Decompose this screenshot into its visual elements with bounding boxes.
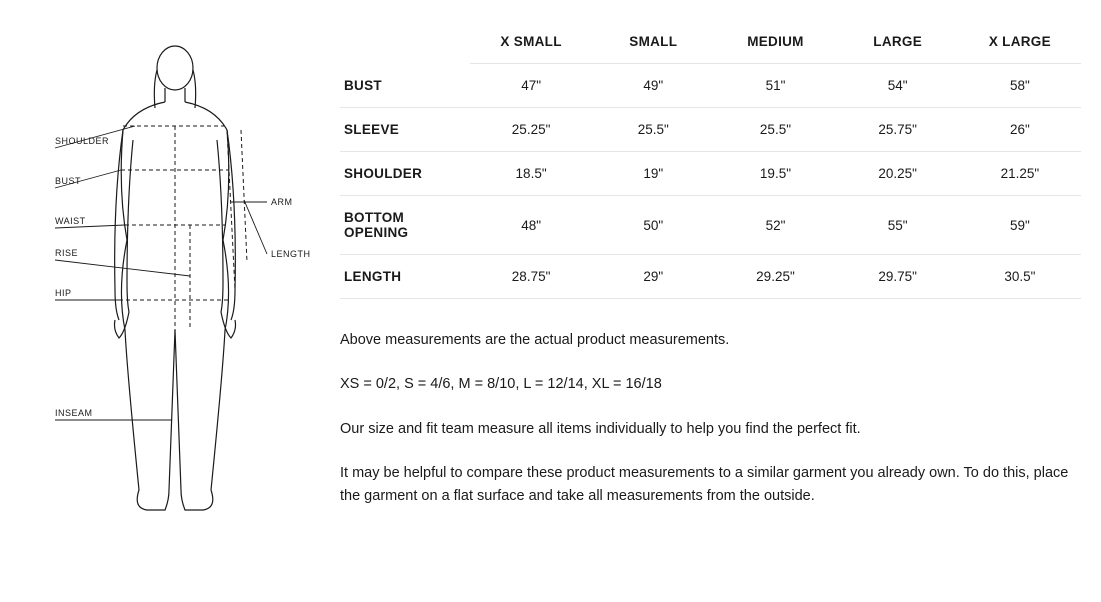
note-line: Our size and fit team measure all items … [340,418,1081,440]
label-bust: BUST [55,176,81,186]
note-line: Above measurements are the actual produc… [340,329,1081,351]
body-diagram: SHOULDER BUST WAIST RISE HIP INSEAM ARM … [10,20,320,582]
cell: 47" [470,64,592,108]
cell: 50" [592,196,714,255]
label-rise: RISE [55,248,78,258]
cell: 59" [959,196,1081,255]
cell: 18.5" [470,152,592,196]
table-corner [340,20,470,64]
label-hip: HIP [55,288,72,298]
cell: 54" [837,64,959,108]
cell: 19.5" [714,152,836,196]
cell: 25.5" [592,108,714,152]
table-row: SHOULDER 18.5" 19" 19.5" 20.25" 21.25" [340,152,1081,196]
label-length: LENGTH [271,249,311,259]
label-arm: ARM [271,197,293,207]
label-inseam: INSEAM [55,408,93,418]
table-row: BOTTOM OPENING 48" 50" 52" 55" 59" [340,196,1081,255]
cell: 21.25" [959,152,1081,196]
cell: 52" [714,196,836,255]
note-line: XS = 0/2, S = 4/6, M = 8/10, L = 12/14, … [340,373,1081,395]
cell: 29" [592,255,714,299]
cell: 29.25" [714,255,836,299]
col-header: SMALL [592,20,714,64]
cell: 29.75" [837,255,959,299]
body-diagram-svg: SHOULDER BUST WAIST RISE HIP INSEAM ARM … [15,30,315,530]
cell: 20.25" [837,152,959,196]
cell: 25.25" [470,108,592,152]
cell: 49" [592,64,714,108]
row-label: SLEEVE [340,108,470,152]
col-header: MEDIUM [714,20,836,64]
cell: 26" [959,108,1081,152]
cell: 55" [837,196,959,255]
content-column: X SMALL SMALL MEDIUM LARGE X LARGE BUST … [320,20,1081,582]
table-row: LENGTH 28.75" 29" 29.25" 29.75" 30.5" [340,255,1081,299]
cell: 25.5" [714,108,836,152]
table-row: BUST 47" 49" 51" 54" 58" [340,64,1081,108]
cell: 48" [470,196,592,255]
row-label: SHOULDER [340,152,470,196]
label-shoulder: SHOULDER [55,136,109,146]
notes-block: Above measurements are the actual produc… [340,329,1081,507]
table-header-row: X SMALL SMALL MEDIUM LARGE X LARGE [340,20,1081,64]
table-row: SLEEVE 25.25" 25.5" 25.5" 25.75" 26" [340,108,1081,152]
col-header: LARGE [837,20,959,64]
cell: 58" [959,64,1081,108]
row-label: LENGTH [340,255,470,299]
row-label: BUST [340,64,470,108]
cell: 28.75" [470,255,592,299]
cell: 25.75" [837,108,959,152]
label-waist: WAIST [55,216,86,226]
col-header: X SMALL [470,20,592,64]
cell: 30.5" [959,255,1081,299]
cell: 51" [714,64,836,108]
note-line: It may be helpful to compare these produ… [340,462,1081,507]
cell: 19" [592,152,714,196]
size-table: X SMALL SMALL MEDIUM LARGE X LARGE BUST … [340,20,1081,299]
col-header: X LARGE [959,20,1081,64]
row-label: BOTTOM OPENING [340,196,470,255]
